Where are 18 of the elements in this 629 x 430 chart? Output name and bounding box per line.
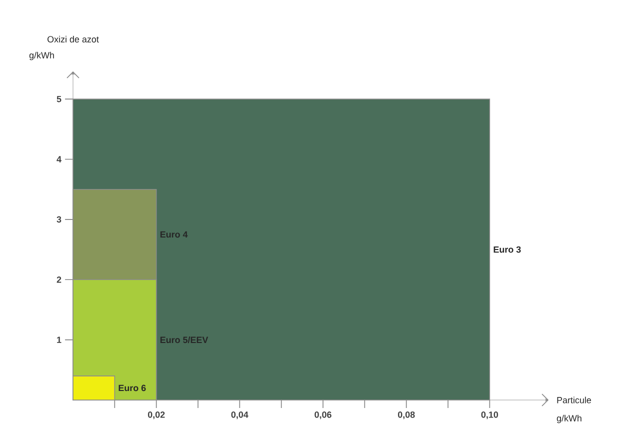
- y-tick-label: 1: [57, 336, 62, 343]
- y-tick-label: 5: [56, 96, 62, 102]
- series-label: Euro 5/EEV: [160, 336, 208, 344]
- x-tick-label: 0,02: [148, 411, 165, 420]
- x-tick-label: 0,04: [231, 411, 248, 420]
- x-tick-label: 0,06: [314, 411, 332, 420]
- series-label: Euro 3: [494, 246, 521, 253]
- series-label: Euro 6: [118, 384, 146, 392]
- series-label: Euro 4: [160, 231, 188, 238]
- y-tick-label: 4: [56, 156, 62, 162]
- text: g/kWh: [29, 52, 54, 60]
- y-tick-label: 2: [56, 276, 62, 283]
- y-axis-title: Oxizi de azot: [48, 36, 99, 42]
- x-tick-label: 0,10: [481, 411, 498, 420]
- text: g/kWh: [556, 414, 582, 424]
- x-axis-title: Particule: [557, 396, 592, 404]
- y-tick-label: 3: [56, 216, 62, 223]
- x-tick-label: 0,08: [398, 411, 415, 420]
